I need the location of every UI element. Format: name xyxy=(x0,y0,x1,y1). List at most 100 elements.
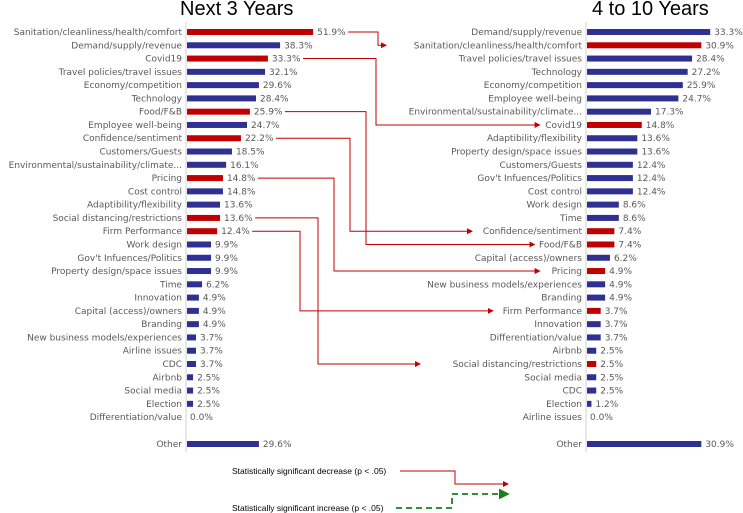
category-label: Branding xyxy=(541,294,582,304)
value-label: 51.9% xyxy=(317,28,346,38)
category-label: Covid19 xyxy=(545,121,582,131)
decrease-arrow xyxy=(257,177,541,275)
category-label: Work design xyxy=(526,201,582,211)
category-label: Capital (access)/owners xyxy=(75,307,183,317)
category-label: Other xyxy=(156,440,182,450)
value-label: 2.5% xyxy=(600,373,623,383)
bar xyxy=(187,347,196,354)
category-label: Time xyxy=(159,280,182,290)
decrease-arrow xyxy=(348,31,387,49)
category-label: Property design/space issues xyxy=(51,267,182,277)
value-label: 2.5% xyxy=(197,373,220,383)
category-label: CDC xyxy=(163,360,183,370)
category-label: Environmental/sustainability/climate... xyxy=(409,108,582,118)
bar xyxy=(187,121,248,128)
bar xyxy=(187,228,218,235)
value-label: 4.9% xyxy=(203,320,226,330)
value-label: 30.9% xyxy=(705,440,734,450)
bar xyxy=(587,361,597,367)
category-label: Environmental/sustainability/climate... xyxy=(9,161,182,171)
bar xyxy=(587,441,702,447)
right-chart-title: 4 to 10 Years xyxy=(592,0,709,20)
legend-decrease-label: Statistically significant decrease (p < … xyxy=(232,466,386,476)
category-label: Customers/Guests xyxy=(99,148,182,158)
bar xyxy=(187,374,194,381)
bar xyxy=(187,201,221,208)
value-label: 4.9% xyxy=(609,267,632,277)
significance-arrows xyxy=(252,31,541,367)
bar xyxy=(587,42,702,49)
bar xyxy=(187,241,212,248)
bar xyxy=(587,214,619,221)
bar xyxy=(587,268,606,275)
bar xyxy=(187,55,268,62)
value-label: 13.6% xyxy=(224,201,253,211)
value-label: 2.5% xyxy=(197,387,220,397)
bar xyxy=(587,321,601,328)
category-label: Cost control xyxy=(128,187,182,197)
bar xyxy=(187,321,199,328)
value-label: 6.2% xyxy=(206,280,229,290)
category-label: Demand/supply/revenue xyxy=(71,41,182,51)
value-label: 0.0% xyxy=(190,413,213,423)
value-label: 32.1% xyxy=(269,68,298,78)
legend-decrease-arrow xyxy=(400,470,509,487)
category-label: New business models/experiences xyxy=(27,333,182,343)
bar xyxy=(187,441,259,447)
bar xyxy=(187,387,194,394)
bar xyxy=(187,68,266,75)
bar xyxy=(187,254,212,261)
category-label: Innovation xyxy=(134,294,182,304)
value-label: 28.4% xyxy=(696,55,725,65)
value-label: 24.7% xyxy=(251,121,280,131)
value-label: 3.7% xyxy=(605,307,628,317)
value-label: 18.5% xyxy=(236,148,265,158)
value-label: 30.9% xyxy=(705,41,734,51)
value-label: 6.2% xyxy=(614,254,637,264)
bar xyxy=(587,387,597,394)
bar xyxy=(187,281,203,288)
bar xyxy=(587,95,679,102)
value-label: 0.0% xyxy=(590,413,613,423)
value-label: 9.9% xyxy=(215,267,238,277)
value-label: 24.7% xyxy=(682,94,711,104)
value-label: 29.6% xyxy=(263,440,292,450)
value-label: 3.7% xyxy=(200,360,223,370)
decrease-arrow xyxy=(284,111,536,248)
bar xyxy=(187,214,221,221)
bar xyxy=(587,254,610,261)
value-label: 9.9% xyxy=(215,254,238,264)
value-label: 12.4% xyxy=(637,187,666,197)
category-label: Airline issues xyxy=(523,413,583,423)
decrease-arrow xyxy=(302,58,541,128)
bar xyxy=(587,148,638,155)
bar xyxy=(187,175,223,182)
value-label: 4.9% xyxy=(203,307,226,317)
bar xyxy=(587,281,606,288)
category-label: Work design xyxy=(126,240,182,250)
value-label: 27.2% xyxy=(692,68,721,78)
value-label: 29.6% xyxy=(263,81,292,91)
left-chart: Sanitation/cleanliness/health/comfort 51.… xyxy=(9,22,346,452)
bar xyxy=(587,347,597,354)
value-label: 28.4% xyxy=(260,94,289,104)
bar xyxy=(587,82,683,89)
value-label: 3.7% xyxy=(605,320,628,330)
bar xyxy=(187,148,232,155)
category-label: Adaptibility/flexibility xyxy=(87,201,183,211)
bar xyxy=(187,82,259,89)
bar xyxy=(587,55,693,62)
value-label: 7.4% xyxy=(618,240,641,250)
legend-increase-label: Statistically significant increase (p < … xyxy=(232,503,384,513)
value-label: 38.3% xyxy=(284,41,313,51)
bar xyxy=(187,307,199,314)
bar xyxy=(587,161,633,168)
bar xyxy=(587,400,592,407)
bar xyxy=(187,161,227,168)
category-label: Food/F&B xyxy=(139,108,182,118)
bar xyxy=(587,108,652,115)
bar xyxy=(587,334,601,341)
category-label: Property design/space issues xyxy=(451,148,582,158)
category-label: Technology xyxy=(531,68,583,78)
category-label: Social distancing/restrictions xyxy=(453,360,583,370)
